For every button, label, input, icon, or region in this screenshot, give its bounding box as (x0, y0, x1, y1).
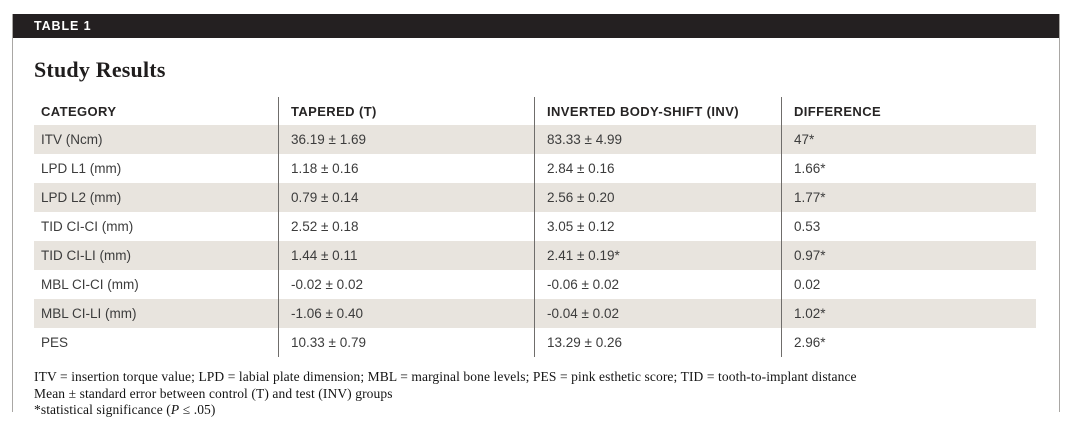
cell-difference: 0.97* (781, 241, 1036, 270)
cell-category: MBL CI-CI (mm) (41, 277, 139, 292)
table-footnotes: ITV = insertion torque value; LPD = labi… (34, 369, 1035, 419)
cell-tapered: 10.33 ± 0.79 (278, 328, 534, 357)
cell-category: PES (41, 335, 69, 350)
cell-category: MBL CI-LI (mm) (41, 306, 137, 321)
cell-category: TID CI-CI (mm) (41, 219, 134, 234)
table-row: ITV (Ncm) 36.19 ± 1.69 83.33 ± 4.99 47* (34, 125, 1036, 154)
column-header-inverted: INVERTED BODY-SHIFT (INV) (534, 97, 781, 125)
cell-inverted: -0.06 ± 0.02 (534, 270, 781, 299)
table-content: Study Results CATEGORY TAPERED (T) INVER… (13, 57, 1059, 419)
cell-inverted: 2.56 ± 0.20 (534, 183, 781, 212)
footnote-mean-note: Mean ± standard error between control (T… (34, 385, 393, 401)
table-row: TID CI-LI (mm) 1.44 ± 0.11 2.41 ± 0.19* … (34, 241, 1036, 270)
table-number-label: TABLE 1 (34, 19, 92, 33)
cell-inverted: 3.05 ± 0.12 (534, 212, 781, 241)
table-row: LPD L2 (mm) 0.79 ± 0.14 2.56 ± 0.20 1.77… (34, 183, 1036, 212)
cell-inverted: 83.33 ± 4.99 (534, 125, 781, 154)
cell-difference: 47* (781, 125, 1036, 154)
cell-inverted: 13.29 ± 0.26 (534, 328, 781, 357)
study-results-table: CATEGORY TAPERED (T) INVERTED BODY-SHIFT… (34, 97, 1036, 357)
cell-tapered: -1.06 ± 0.40 (278, 299, 534, 328)
cell-tapered: 36.19 ± 1.69 (278, 125, 534, 154)
cell-category: LPD L1 (mm) (41, 161, 122, 176)
cell-inverted: 2.41 ± 0.19* (534, 241, 781, 270)
table-header-row: CATEGORY TAPERED (T) INVERTED BODY-SHIFT… (34, 97, 1036, 125)
column-header-tapered: TAPERED (T) (278, 97, 534, 125)
cell-category: ITV (Ncm) (41, 132, 103, 147)
table-row: PES 10.33 ± 0.79 13.29 ± 0.26 2.96* (34, 328, 1036, 357)
cell-tapered: 1.44 ± 0.11 (278, 241, 534, 270)
table-number-bar: TABLE 1 (13, 14, 1059, 38)
table-row: TID CI-CI (mm) 2.52 ± 0.18 3.05 ± 0.12 0… (34, 212, 1036, 241)
cell-inverted: -0.04 ± 0.02 (534, 299, 781, 328)
cell-category: TID CI-LI (mm) (41, 248, 131, 263)
cell-tapered: 2.52 ± 0.18 (278, 212, 534, 241)
column-header-difference: DIFFERENCE (781, 97, 1036, 125)
footnote-significance-prefix: *statistical significance ( (34, 402, 171, 417)
page-title: Study Results (34, 57, 166, 82)
cell-difference: 1.77* (781, 183, 1036, 212)
table-row: MBL CI-LI (mm) -1.06 ± 0.40 -0.04 ± 0.02… (34, 299, 1036, 328)
cell-tapered: 1.18 ± 0.16 (278, 154, 534, 183)
cell-difference: 1.66* (781, 154, 1036, 183)
column-header-category: CATEGORY (41, 103, 117, 119)
footnote-abbreviations: ITV = insertion torque value; LPD = labi… (34, 369, 857, 384)
footnote-significance-suffix: ≤ .05) (179, 402, 216, 417)
table-frame: TABLE 1 Study Results CATEGORY TAPERED (… (12, 14, 1060, 417)
table-row: LPD L1 (mm) 1.18 ± 0.16 2.84 ± 0.16 1.66… (34, 154, 1036, 183)
footnote-significance: *statistical significance (P ≤ .05) (34, 402, 1035, 419)
table-row: MBL CI-CI (mm) -0.02 ± 0.02 -0.06 ± 0.02… (34, 270, 1036, 299)
cell-difference: 1.02* (781, 299, 1036, 328)
cell-tapered: -0.02 ± 0.02 (278, 270, 534, 299)
footnote-significance-p: P (170, 402, 180, 417)
cell-category: LPD L2 (mm) (41, 190, 122, 205)
cell-difference: 0.53 (781, 212, 1036, 241)
cell-tapered: 0.79 ± 0.14 (278, 183, 534, 212)
cell-inverted: 2.84 ± 0.16 (534, 154, 781, 183)
cell-difference: 0.02 (781, 270, 1036, 299)
cell-difference: 2.96* (781, 328, 1036, 357)
